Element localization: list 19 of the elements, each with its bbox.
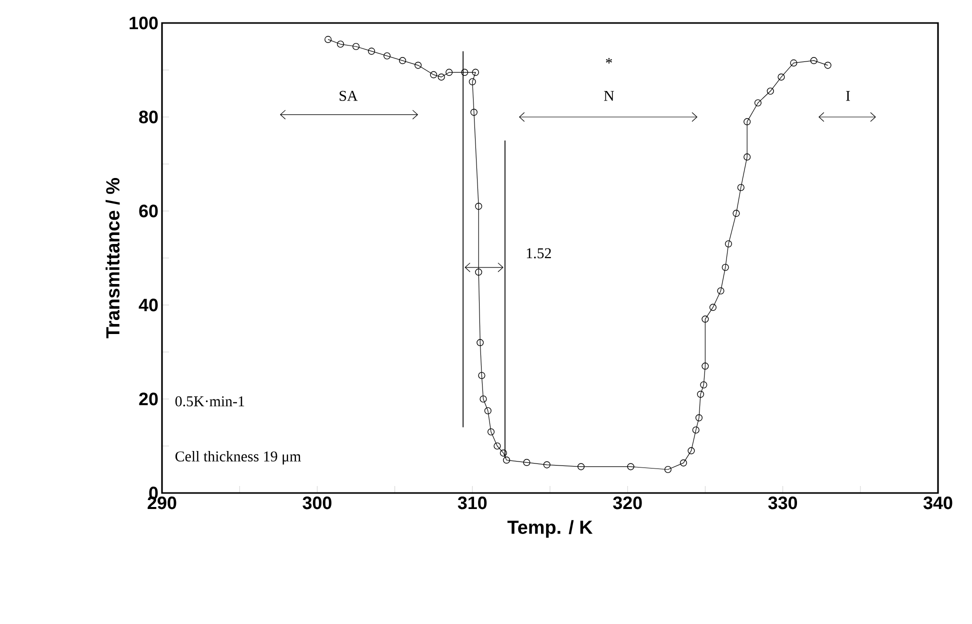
y-axis-title: Transmittance / % <box>106 178 120 338</box>
annotation: SA <box>340 90 358 101</box>
annotation: N <box>604 90 614 101</box>
y-tick-label: 20 <box>139 392 158 406</box>
annotation: Cell thickness 19 μm <box>175 450 301 465</box>
x-tick-label: 310 <box>458 496 487 510</box>
y-tick-label: 60 <box>139 204 158 218</box>
x-tick-label: 320 <box>613 496 642 510</box>
y-tick-label: 80 <box>139 110 158 124</box>
x-tick-label: 330 <box>768 496 798 510</box>
annotation: 1.52 <box>526 248 551 258</box>
y-tick-label: 100 <box>130 16 158 30</box>
annotation: I <box>846 90 850 101</box>
x-axis-title: Temp. / K <box>507 520 593 538</box>
y-tick-label: 40 <box>138 298 158 312</box>
x-tick-label: 300 <box>302 496 332 510</box>
x-tick-label: 340 <box>923 496 952 510</box>
annotation: 0.5K·min-1 <box>175 396 244 406</box>
annotation: * <box>606 58 612 64</box>
